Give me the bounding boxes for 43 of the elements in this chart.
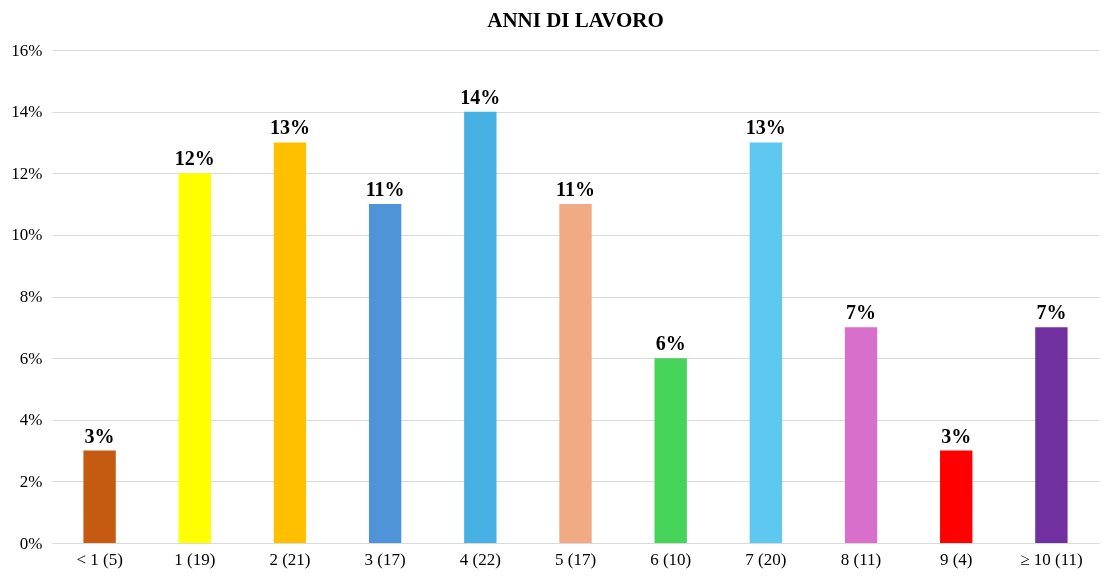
bar bbox=[83, 450, 116, 543]
bar bbox=[464, 111, 497, 543]
data-label: 3% bbox=[941, 424, 972, 447]
bar bbox=[559, 204, 592, 543]
x-tick-label: 5 (17) bbox=[554, 549, 597, 569]
bar bbox=[844, 327, 878, 543]
x-tick-label: 9 (4) bbox=[939, 549, 973, 569]
data-label: 12% bbox=[174, 147, 215, 170]
data-label: 11% bbox=[556, 178, 595, 201]
data-label: 14% bbox=[460, 85, 501, 108]
y-tick-label: 4% bbox=[19, 410, 43, 430]
x-tick-label: 4 (22) bbox=[459, 549, 501, 569]
x-tick-label: 2 (21) bbox=[269, 549, 311, 569]
data-label: 3% bbox=[84, 424, 115, 447]
x-tick-label: 3 (17) bbox=[364, 549, 406, 569]
data-label: 6% bbox=[655, 332, 686, 355]
data-label: 13% bbox=[269, 116, 310, 139]
x-tick-label: 7 (20) bbox=[745, 549, 787, 569]
bar bbox=[749, 142, 783, 543]
y-tick-label: 12% bbox=[11, 163, 43, 183]
x-tick-label: 1 (19) bbox=[174, 549, 216, 569]
data-label: 7% bbox=[1036, 301, 1067, 324]
bar bbox=[940, 450, 973, 543]
data-label: 11% bbox=[365, 178, 405, 201]
x-tick-label: 8 (11) bbox=[840, 549, 882, 569]
data-label: 7% bbox=[846, 301, 877, 324]
y-tick-label: 2% bbox=[19, 471, 43, 491]
chart-title: ANNI DI LAVORO bbox=[487, 8, 664, 32]
bar bbox=[273, 142, 307, 543]
y-tick-label: 6% bbox=[19, 348, 43, 368]
y-tick-label: 14% bbox=[11, 102, 43, 122]
y-tick-label: 8% bbox=[19, 287, 43, 306]
bar bbox=[368, 204, 402, 543]
data-label: 13% bbox=[745, 116, 786, 139]
x-tick-label: 6 (10) bbox=[650, 549, 692, 569]
bar bbox=[1035, 327, 1068, 543]
bar bbox=[178, 173, 211, 543]
y-tick-label: 0% bbox=[19, 533, 43, 553]
y-tick-label: 16% bbox=[11, 40, 43, 60]
x-tick-label: ≥ 10 (11) bbox=[1020, 549, 1083, 569]
y-tick-label: 10% bbox=[11, 225, 43, 245]
x-tick-label: < 1 (5) bbox=[76, 549, 123, 569]
bar bbox=[654, 358, 687, 543]
